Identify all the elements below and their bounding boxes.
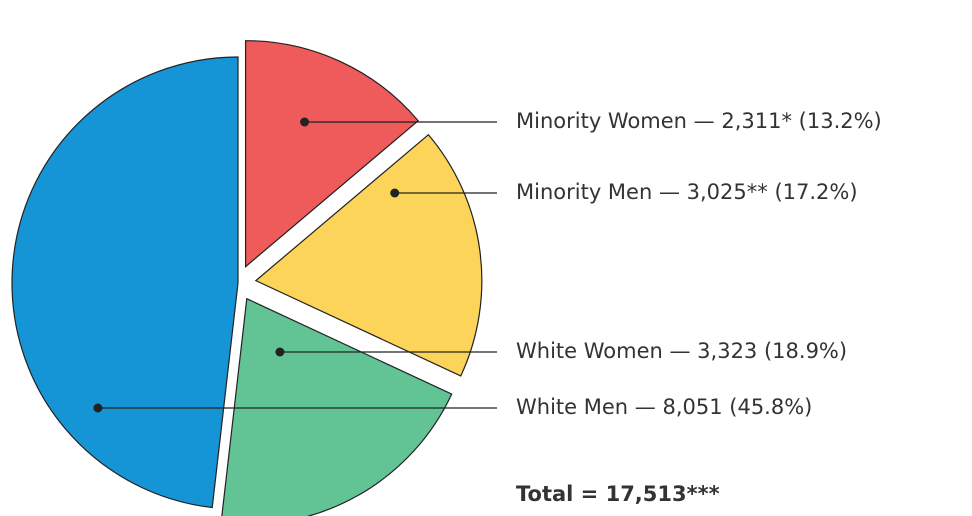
category-name: Minority Men [516, 180, 652, 204]
value-label: — 3,323 [670, 339, 758, 363]
slice-label: White Women — 3,323 (18.9%) [516, 339, 847, 363]
leader-dot [300, 117, 310, 127]
percent-label: (17.2%) [774, 180, 857, 204]
percent-label: (45.8%) [729, 395, 812, 419]
leader-dot [390, 188, 400, 198]
pie-slice [254, 133, 483, 377]
total-annotation: Total = 17,513*** [516, 482, 720, 506]
percent-label: (18.9%) [764, 339, 847, 363]
category-name: White Men [516, 395, 628, 419]
slice-label: Minority Men — 3,025** (17.2%) [516, 180, 858, 204]
pie-slice [244, 40, 420, 268]
category-name: Minority Women [516, 109, 687, 133]
slice-label: White Men — 8,051 (45.8%) [516, 395, 812, 419]
leader-dot [275, 347, 285, 357]
pie-slice [11, 56, 239, 509]
value-label: — 3,025** [659, 180, 768, 204]
value-label: — 8,051 [635, 395, 723, 419]
percent-label: (13.2%) [799, 109, 882, 133]
slice-label: Minority Women — 2,311* (13.2%) [516, 109, 882, 133]
value-label: — 2,311* [694, 109, 792, 133]
leader-dot [93, 403, 103, 413]
category-name: White Women [516, 339, 663, 363]
